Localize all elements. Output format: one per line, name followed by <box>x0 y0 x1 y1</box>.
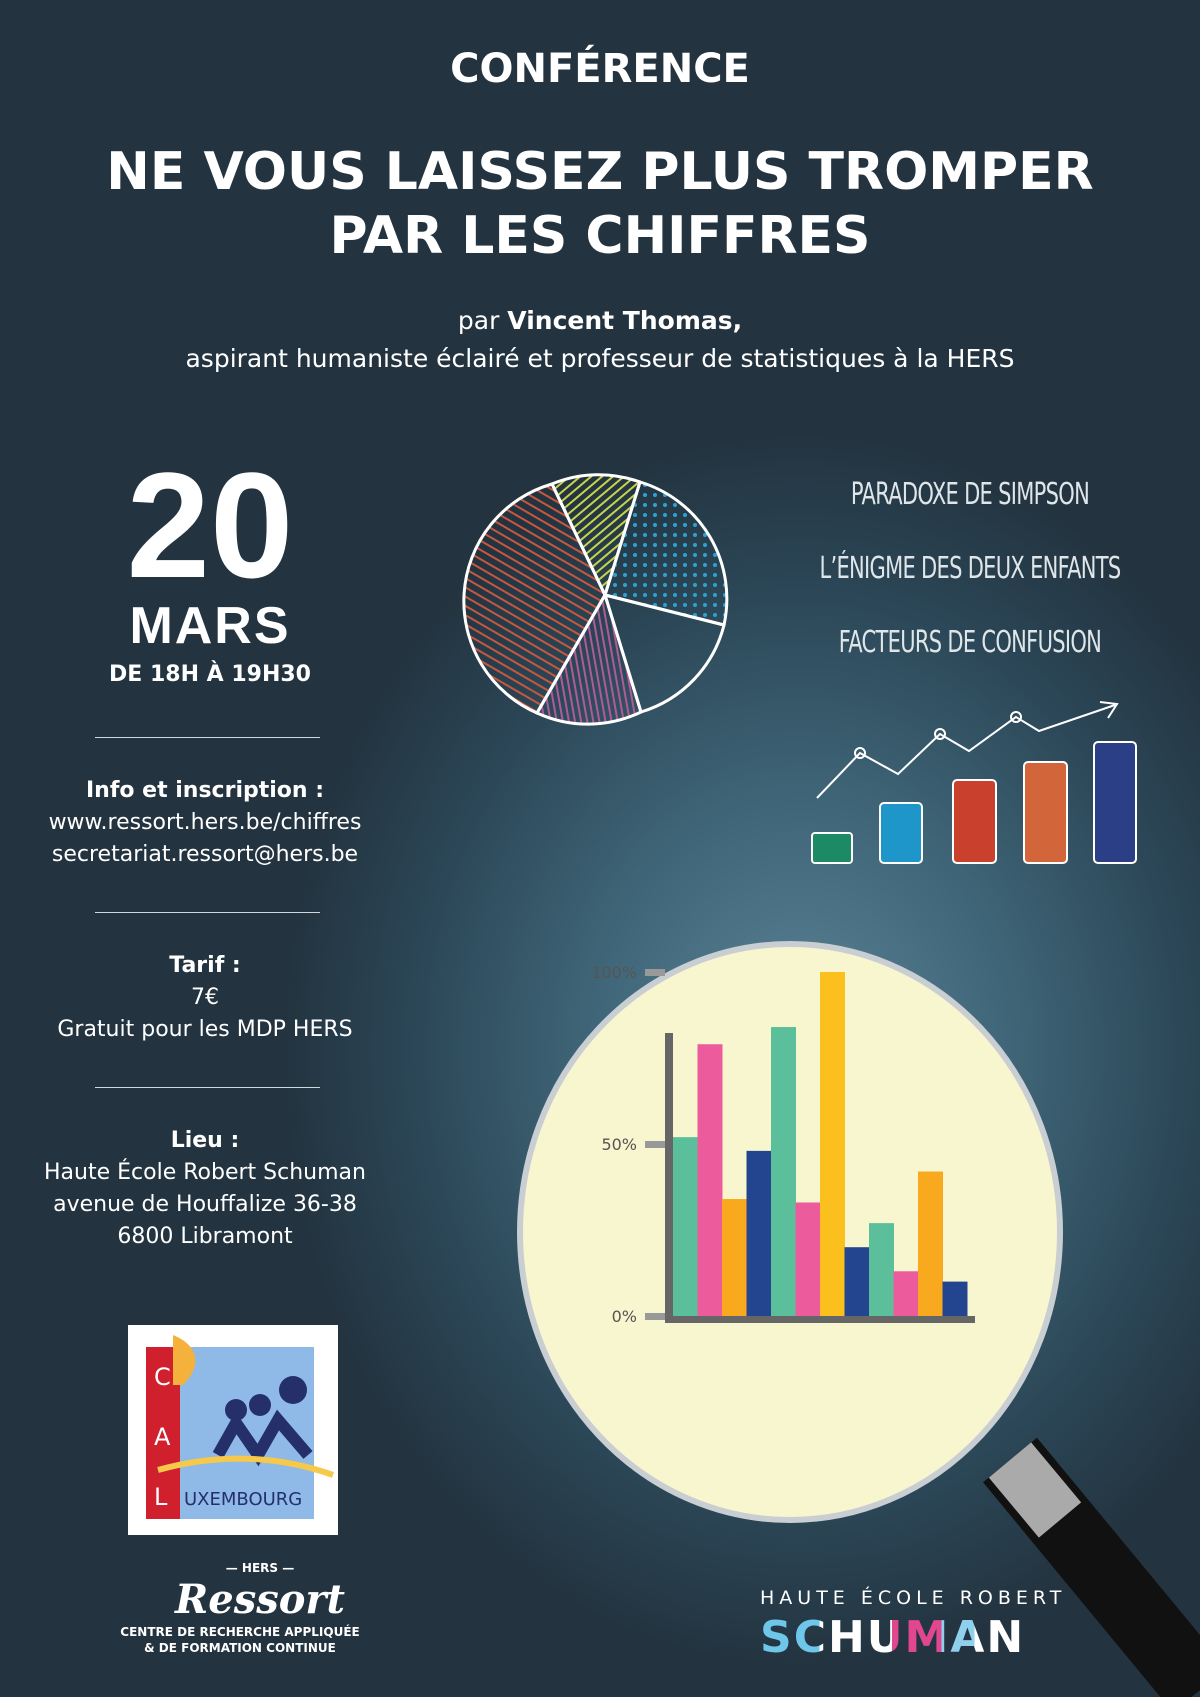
tarif-price: 7€ <box>191 985 219 1010</box>
tarif-label: Tarif : <box>169 953 241 978</box>
schuman-name: SCHUMAN <box>760 1611 1090 1665</box>
title-line: NE VOUS LAISSEZ PLUS TROMPER <box>106 142 1094 202</box>
event-date: 20 MARS DE 18H À 19H30 <box>60 450 360 687</box>
cal-luxembourg-logo: C A L UXEMBOURG <box>128 1325 338 1535</box>
y-tick <box>645 969 665 976</box>
date-day: 20 <box>126 441 294 609</box>
address-line: Haute École Robert Schuman <box>44 1160 366 1185</box>
topics-list: PARADOXE DE SIMPSON L’ÉNIGME DES DEUX EN… <box>780 475 1160 697</box>
tarif-note: Gratuit pour les MDP HERS <box>57 1017 353 1042</box>
topic: PARADOXE DE SIMPSON <box>850 477 1090 512</box>
magnifier-handle <box>983 1437 1200 1697</box>
y-axis <box>665 1033 673 1323</box>
event-type: CONFÉRENCE <box>450 46 750 92</box>
ressort-logo: — HERS — Ressort CENTRE DE RECHERCHE APP… <box>110 1560 370 1656</box>
divider <box>95 737 320 738</box>
bar <box>673 1137 698 1316</box>
bar <box>771 1027 796 1316</box>
website-link[interactable]: www.ressort.hers.be/chiffres <box>48 810 362 835</box>
ressort-subtitle: & DE FORMATION CONTINUE <box>144 1641 336 1655</box>
topic: FACTEURS DE CONFUSION <box>838 625 1102 660</box>
topic: L’ÉNIGME DES DEUX ENFANTS <box>819 551 1121 586</box>
info-section: Info et inscription : www.ressort.hers.b… <box>20 775 390 871</box>
growth-chart-illustration <box>811 701 1137 864</box>
y-tick-label: 100% <box>591 963 637 982</box>
address-line: 6800 Libramont <box>117 1224 293 1249</box>
bar <box>844 1247 870 1316</box>
svg-text:A: A <box>154 1423 171 1451</box>
y-tick <box>645 1141 665 1148</box>
tarif-section: Tarif : 7€ Gratuit pour les MDP HERS <box>20 950 390 1046</box>
bar <box>722 1199 747 1316</box>
bar <box>746 1150 772 1316</box>
svg-text:C: C <box>154 1363 171 1391</box>
bar <box>820 972 845 1316</box>
lieu-section: Lieu : Haute École Robert Schuman avenue… <box>20 1125 390 1253</box>
info-label: Info et inscription : <box>85 778 325 803</box>
bar <box>918 1171 943 1316</box>
x-axis <box>665 1316 975 1323</box>
svg-text:UXEMBOURG: UXEMBOURG <box>184 1489 302 1510</box>
bar <box>795 1202 821 1316</box>
address-line: avenue de Houffalize 36-38 <box>53 1192 357 1217</box>
bar <box>697 1044 723 1316</box>
hers-schuman-logo: HAUTE ÉCOLE ROBERT SCHUMAN <box>760 1585 1090 1665</box>
speaker-name: Vincent Thomas, <box>507 306 743 335</box>
byline: par Vincent Thomas, aspirant humaniste é… <box>0 302 1200 378</box>
ressort-subtitle: CENTRE DE RECHERCHE APPLIQUÉE <box>120 1625 360 1639</box>
y-tick-label: 0% <box>612 1307 637 1326</box>
svg-text:L: L <box>154 1483 168 1511</box>
bar <box>893 1271 919 1316</box>
ressort-name: Ressort <box>175 1576 345 1623</box>
ressort-top: — HERS — <box>225 1561 295 1575</box>
speaker-role: aspirant humaniste éclairé et professeur… <box>185 344 1015 373</box>
divider <box>95 912 320 913</box>
by-prefix: par <box>457 306 508 335</box>
email-link[interactable]: secretariat.ressort@hers.be <box>51 842 359 867</box>
bar <box>942 1281 968 1316</box>
date-month: MARS <box>129 597 291 655</box>
event-time: DE 18H À 19H30 <box>109 662 311 687</box>
bar-chart: 0% 50% 100% <box>591 963 975 1326</box>
schuman-top: HAUTE ÉCOLE ROBERT <box>760 1587 1067 1609</box>
y-tick <box>645 1313 665 1320</box>
pie-illustration <box>462 473 729 726</box>
lieu-label: Lieu : <box>170 1128 240 1153</box>
divider <box>95 1087 320 1088</box>
y-tick-label: 50% <box>601 1135 637 1154</box>
page-title: NE VOUS LAISSEZ PLUS TROMPER PAR LES CHI… <box>0 140 1200 268</box>
bar <box>869 1223 894 1316</box>
title-line: PAR LES CHIFFRES <box>329 206 871 266</box>
